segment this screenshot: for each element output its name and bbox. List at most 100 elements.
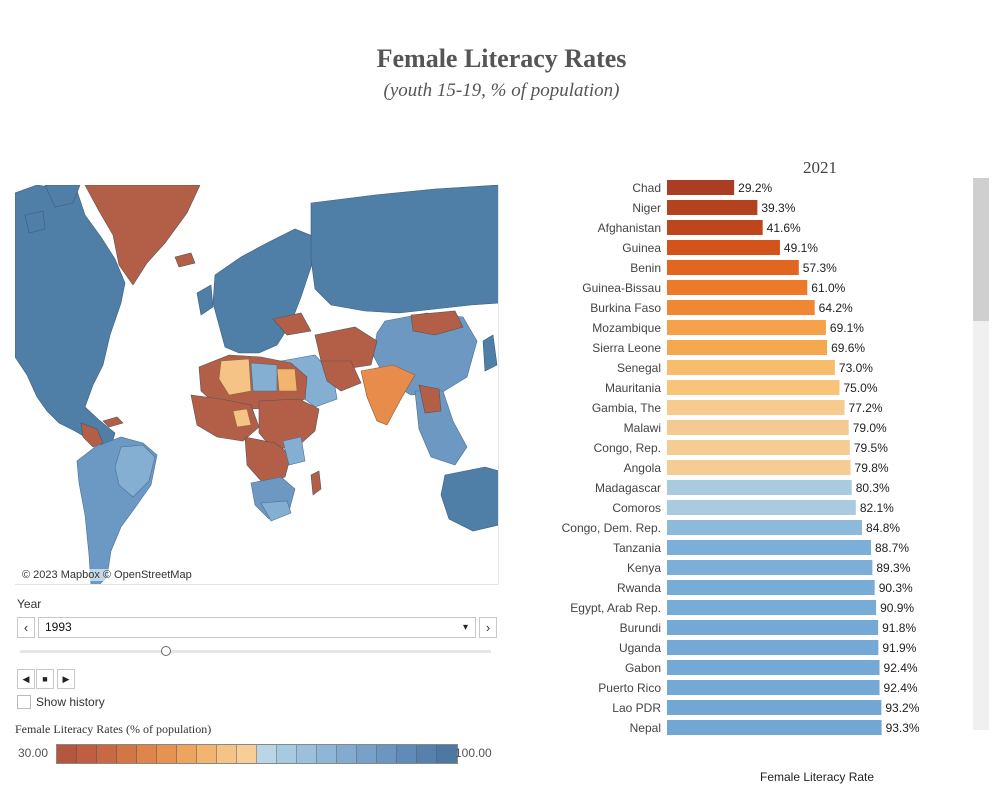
map-region-madagascar[interactable] [310,470,322,496]
chart-scrollbar[interactable] [973,178,989,730]
legend-color-step [377,745,397,763]
bar[interactable] [667,320,826,335]
bar-category-label: Madagascar [595,481,661,495]
play-backward-icon: ◀ [22,674,30,684]
bar[interactable] [667,600,877,615]
bar[interactable] [667,640,879,655]
bar[interactable] [667,440,850,455]
map-region-japan[interactable] [482,334,498,372]
legend-color-step [117,745,137,763]
bar[interactable] [667,180,735,195]
legend-min-label: 30.00 [18,746,49,760]
bar-value-label: 41.6% [767,221,801,235]
bar[interactable] [667,480,852,495]
bar[interactable] [667,220,763,235]
map-region-india[interactable] [360,364,416,426]
bar-category-label: Chad [632,181,661,195]
map-region-russia[interactable] [310,185,499,314]
bar[interactable] [667,580,875,595]
legend-color-step [277,745,297,763]
map-region-east-africa[interactable] [258,398,320,450]
bar[interactable] [667,400,845,415]
bar-value-label: 91.8% [882,621,916,635]
bar-category-label: Gabon [625,661,661,675]
bar[interactable] [667,340,828,355]
world-map-svg[interactable] [15,185,499,585]
bar[interactable] [667,280,808,295]
bar[interactable] [667,300,815,315]
bar[interactable] [667,420,849,435]
bar[interactable] [667,500,856,515]
map-region-central-america[interactable] [80,422,104,448]
chevron-down-icon: ▾ [462,622,468,633]
year-label: Year [17,597,42,611]
map-region-south-america-east[interactable] [114,444,156,498]
legend-color-step [97,745,117,763]
bar[interactable] [667,240,780,255]
map-region-caribbean[interactable] [102,416,124,428]
bar[interactable] [667,620,879,635]
map-region-north-america[interactable] [15,185,126,448]
bar-value-label: 61.0% [811,281,845,295]
bar-value-label: 82.1% [860,501,894,515]
bar[interactable] [667,660,880,675]
bar[interactable] [667,520,863,535]
bar[interactable] [667,380,840,395]
map-region-australia[interactable] [440,466,499,532]
bar-category-label: Congo, Dem. Rep. [562,521,661,535]
bar-value-label: 64.2% [819,301,853,315]
map-region-indochina[interactable] [418,384,442,414]
legend-color-step [257,745,277,763]
show-history-label[interactable]: Show history [36,695,105,709]
map-region-mongolia[interactable] [410,310,464,336]
map-region-algeria[interactable] [218,358,252,396]
bar-category-label: Puerto Rico [598,681,661,695]
map-region-canada-islands[interactable] [24,185,81,234]
map-region-libya[interactable] [250,362,278,392]
bar[interactable] [667,360,835,375]
bar-category-label: Benin [630,261,661,275]
year-slider-thumb[interactable] [161,646,171,656]
play-forward-button[interactable]: ▶ [57,669,75,689]
bar-value-label: 57.3% [803,261,837,275]
map-region-south-africa[interactable] [260,500,292,522]
map-region-iran[interactable] [320,360,362,392]
bar[interactable] [667,700,882,715]
map-region-eastern-europe[interactable] [272,312,312,336]
literacy-bar-chart[interactable]: Chad 29.2% Niger 39.3% Afghanistan 41.6% Guine… [540,178,970,738]
bar-value-label: 80.3% [856,481,890,495]
next-year-button[interactable]: › [479,617,497,638]
bar[interactable] [667,540,872,555]
bar-value-label: 88.7% [875,541,909,555]
bar-category-label: Lao PDR [612,701,661,715]
map-region-nigeria[interactable] [232,408,252,428]
map-region-west-africa[interactable] [190,394,260,442]
map-region-kenya-tanzania[interactable] [282,436,306,466]
stop-button[interactable]: ■ [36,669,54,689]
bar[interactable] [667,720,882,735]
play-forward-icon: ▶ [62,674,70,684]
legend-color-step [237,745,257,763]
bar[interactable] [667,560,873,575]
bar-value-label: 79.8% [855,461,889,475]
bar-category-label: Guinea-Bissau [582,281,661,295]
bar[interactable] [667,200,758,215]
bar-value-label: 79.0% [853,421,887,435]
map-region-iceland[interactable] [174,252,196,268]
bar[interactable] [667,260,799,275]
map-region-europe[interactable] [212,228,316,354]
map-region-central-africa[interactable] [244,436,292,484]
bar[interactable] [667,680,880,695]
year-dropdown[interactable]: 1993 ▾ [38,617,476,638]
play-backward-button[interactable]: ◀ [17,669,35,689]
year-slider-track[interactable] [20,650,491,653]
map-region-uk[interactable] [196,284,214,316]
world-choropleth-map[interactable]: © 2023 Mapbox © OpenStreetMap [15,185,499,585]
chart-scrollbar-thumb[interactable] [973,178,989,321]
chevron-left-icon: ‹ [23,620,29,635]
map-region-egypt[interactable] [276,368,298,392]
show-history-checkbox[interactable] [17,695,31,709]
map-region-greenland[interactable] [84,185,201,286]
previous-year-button[interactable]: ‹ [17,617,35,638]
bar[interactable] [667,460,851,475]
